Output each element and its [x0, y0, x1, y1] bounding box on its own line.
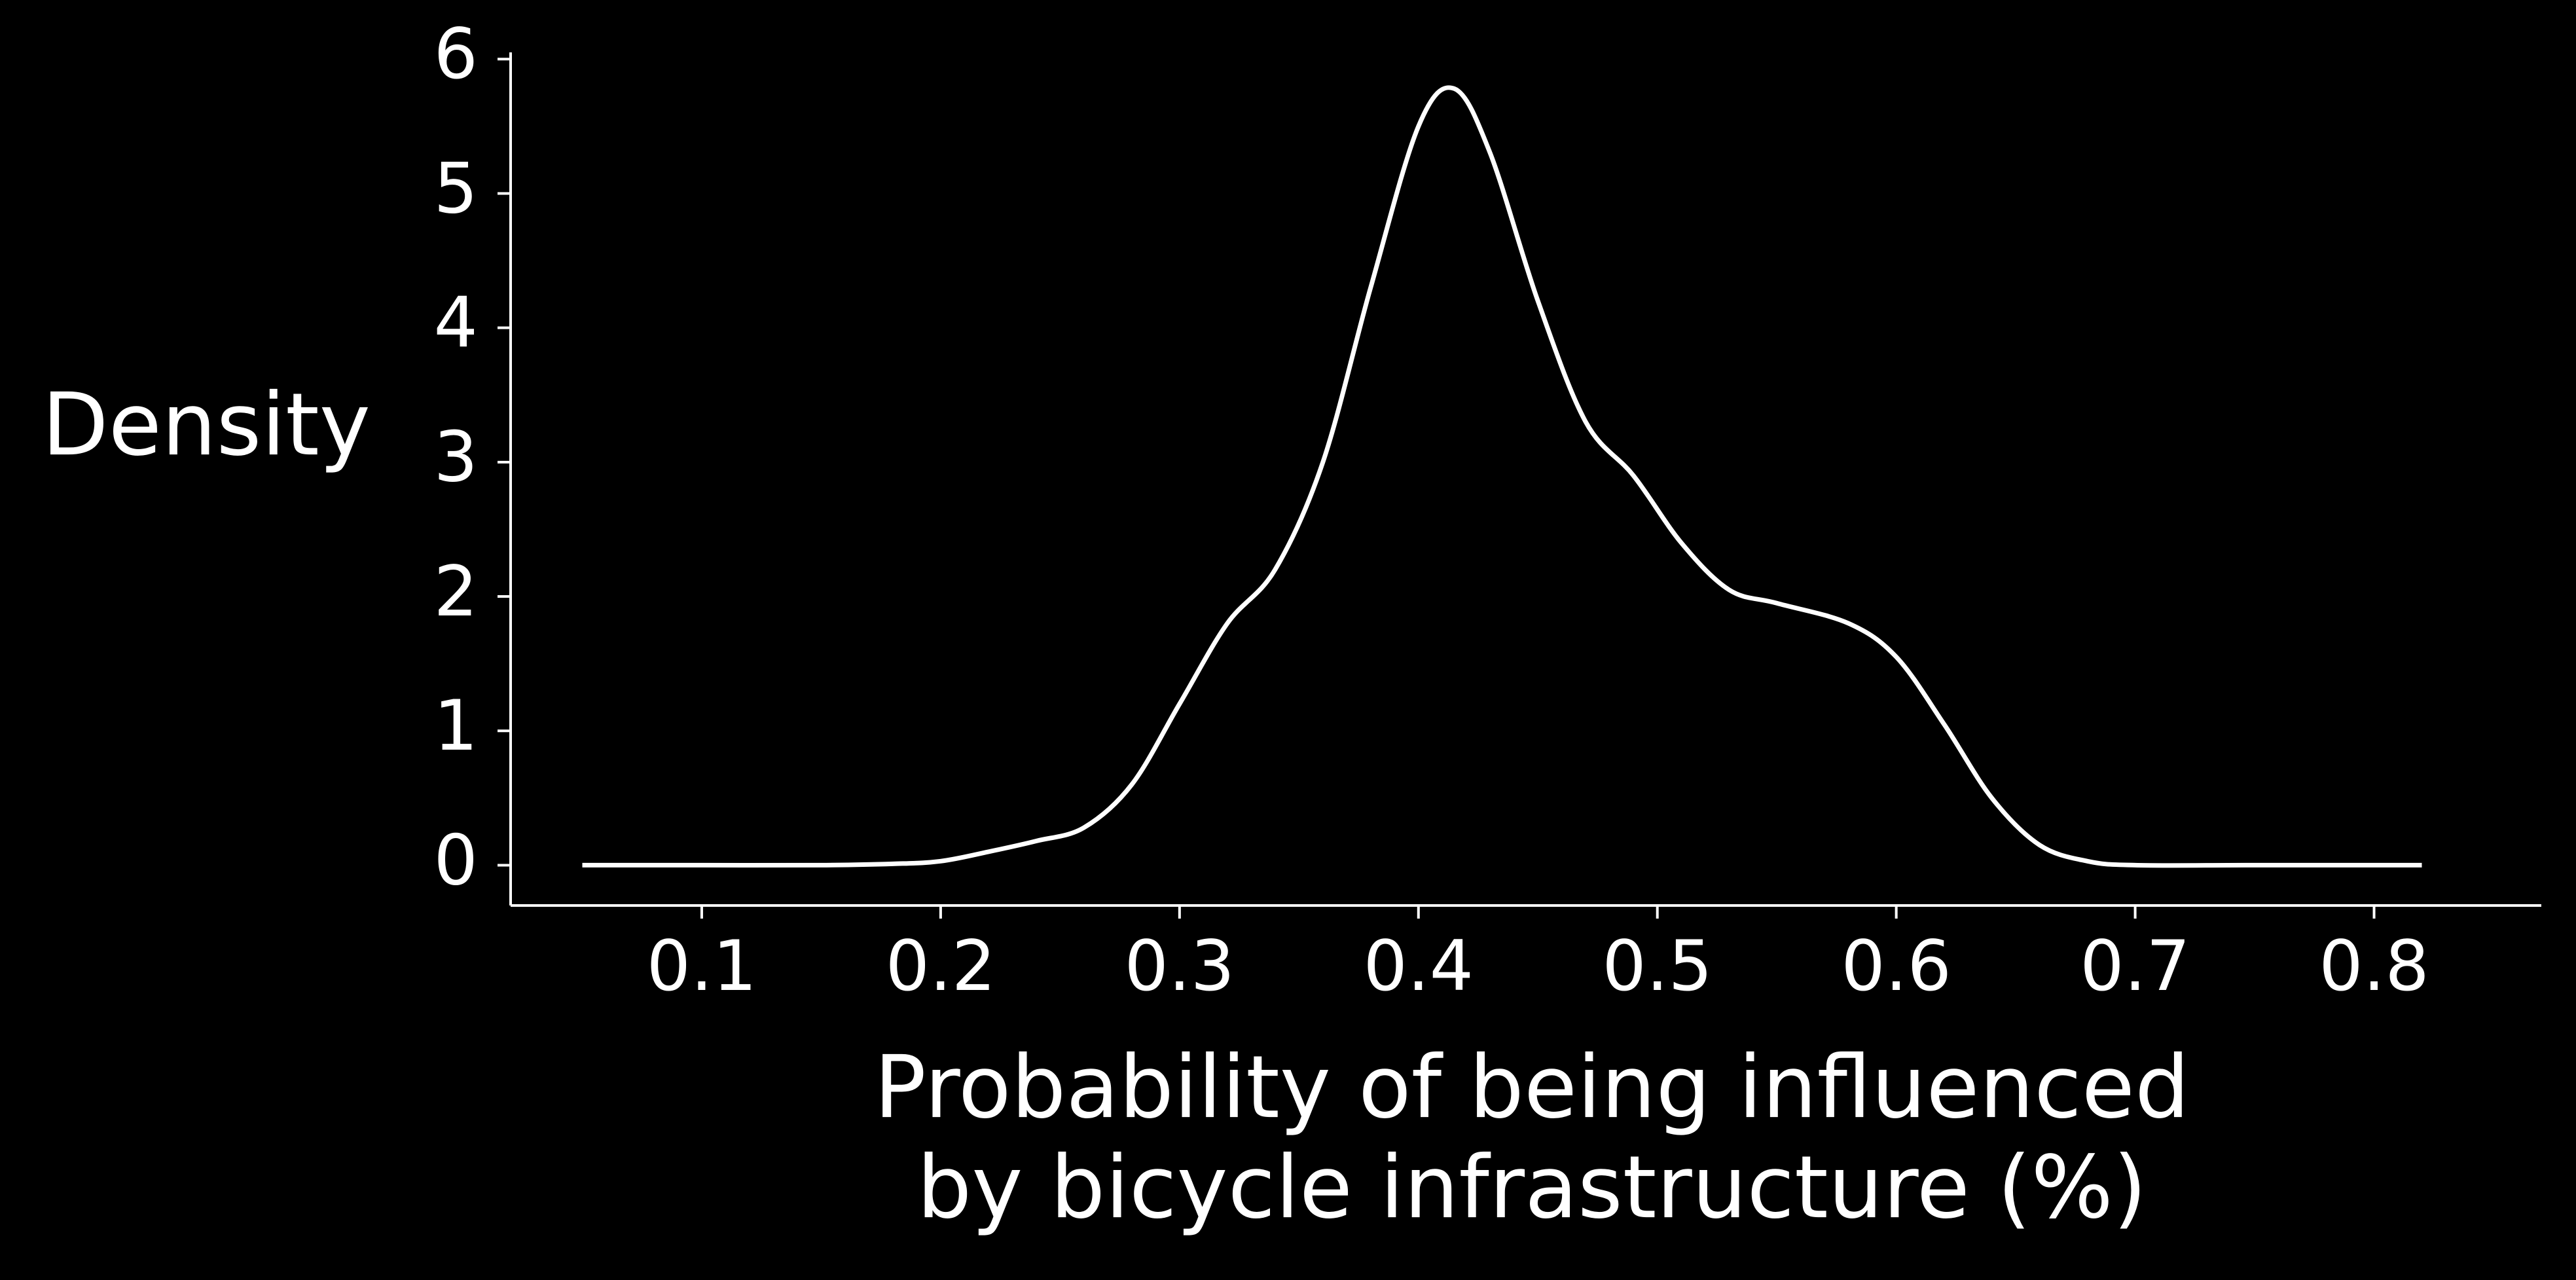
x-axis-label-line-1: Probability of being influenced [874, 1037, 2190, 1138]
x-tick-label: 0.7 [2080, 926, 2190, 1006]
density-curve [582, 85, 2422, 868]
y-tick-label: 0 [434, 820, 478, 900]
y-tick-label: 5 [434, 148, 478, 229]
x-axis-label-line-2: by bicycle infrastructure (%) [917, 1137, 2147, 1238]
y-tick-label: 4 [434, 282, 478, 363]
x-tick-label: 0.3 [1125, 926, 1235, 1006]
x-tick-label: 0.8 [2319, 926, 2429, 1006]
x-tick-label: 0.4 [1363, 926, 1474, 1006]
y-tick-label: 2 [434, 551, 478, 632]
y-axis-label: Density [42, 375, 371, 475]
x-tick-label: 0.1 [647, 926, 757, 1006]
x-tick-label: 0.5 [1602, 926, 1713, 1006]
x-tick-label: 0.6 [1841, 926, 1951, 1006]
y-tick-label: 1 [434, 686, 478, 766]
y-tick-label: 6 [434, 14, 478, 94]
y-tick-label: 3 [434, 417, 478, 498]
x-tick-label: 0.2 [886, 926, 996, 1006]
